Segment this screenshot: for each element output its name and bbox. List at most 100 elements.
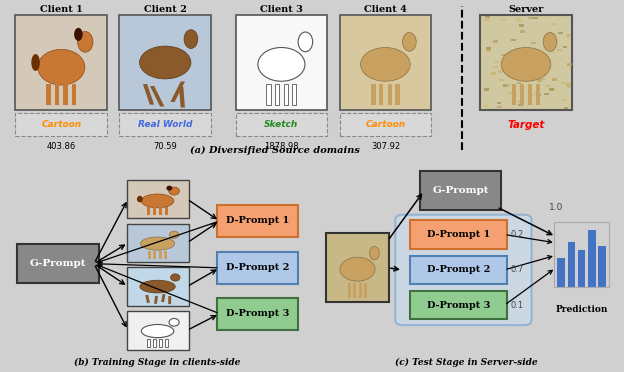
Bar [494, 61, 499, 63]
Bar [159, 251, 162, 259]
Ellipse shape [37, 49, 85, 85]
FancyBboxPatch shape [236, 15, 327, 110]
Bar [552, 78, 557, 81]
Bar [491, 72, 496, 75]
FancyBboxPatch shape [127, 267, 188, 306]
FancyBboxPatch shape [339, 15, 431, 110]
Bar [46, 84, 51, 105]
FancyBboxPatch shape [16, 113, 107, 136]
Bar [517, 20, 522, 22]
Bar [283, 84, 288, 105]
Bar [159, 339, 162, 347]
Bar [485, 16, 490, 19]
Bar [353, 283, 356, 298]
FancyBboxPatch shape [339, 113, 431, 136]
Text: Client 3: Client 3 [260, 5, 303, 14]
Bar [534, 16, 539, 19]
Ellipse shape [501, 48, 551, 81]
Bar [165, 339, 168, 347]
Ellipse shape [140, 46, 191, 79]
Bar [484, 89, 489, 91]
Bar [535, 94, 540, 96]
Bar [147, 339, 150, 347]
Bar [508, 92, 513, 94]
Bar [498, 70, 503, 73]
Bar [494, 40, 499, 42]
Text: Prediction: Prediction [555, 305, 608, 314]
Bar [563, 107, 568, 109]
Bar [520, 84, 524, 105]
Text: G-Prompt: G-Prompt [29, 259, 86, 268]
Text: D-Prompt 2: D-Prompt 2 [226, 263, 289, 272]
Ellipse shape [361, 48, 410, 81]
Text: Client 4: Client 4 [364, 5, 407, 14]
Bar [292, 84, 296, 105]
Text: (b) Training Stage in clients-side: (b) Training Stage in clients-side [74, 357, 241, 367]
Bar [395, 84, 399, 105]
Bar [177, 87, 185, 108]
Bar [598, 246, 606, 286]
Ellipse shape [31, 54, 40, 71]
FancyBboxPatch shape [411, 221, 507, 248]
Bar [557, 259, 565, 286]
Bar [164, 251, 167, 259]
FancyBboxPatch shape [396, 215, 532, 325]
Text: Target: Target [507, 120, 545, 130]
Bar [567, 241, 575, 286]
Bar [517, 81, 522, 84]
Bar [379, 84, 383, 105]
Bar [364, 283, 368, 298]
Bar [528, 84, 532, 105]
FancyBboxPatch shape [217, 252, 298, 284]
Text: D-Prompt 3: D-Prompt 3 [226, 309, 289, 318]
Bar [359, 283, 362, 298]
Ellipse shape [169, 231, 179, 238]
Bar [501, 54, 506, 56]
Bar [149, 86, 164, 106]
Ellipse shape [402, 32, 416, 51]
FancyBboxPatch shape [119, 113, 211, 136]
Bar [565, 83, 570, 86]
Bar [486, 50, 491, 52]
Bar [562, 99, 567, 101]
Bar [554, 222, 608, 286]
Bar [557, 49, 562, 51]
Bar [512, 94, 517, 96]
Bar [55, 84, 59, 105]
FancyBboxPatch shape [16, 15, 107, 110]
Bar [519, 86, 524, 89]
FancyBboxPatch shape [480, 15, 572, 110]
Bar [545, 85, 550, 87]
Bar [549, 89, 554, 91]
Bar [588, 230, 595, 286]
FancyBboxPatch shape [217, 298, 298, 330]
Bar [537, 79, 542, 82]
Bar [561, 81, 566, 84]
Bar [500, 19, 505, 21]
Ellipse shape [340, 257, 375, 281]
Bar [165, 208, 168, 215]
Bar [567, 63, 572, 65]
Bar [145, 295, 150, 303]
Bar [266, 84, 271, 105]
Text: 307.92: 307.92 [371, 142, 400, 151]
Bar [497, 102, 502, 104]
Bar [562, 46, 567, 48]
Bar [499, 78, 504, 81]
Bar [505, 68, 509, 71]
Bar [525, 58, 530, 60]
Bar [544, 93, 549, 96]
Bar [348, 283, 351, 298]
FancyBboxPatch shape [127, 180, 188, 218]
Bar [567, 85, 572, 87]
Bar [159, 208, 162, 215]
Bar [148, 251, 151, 259]
Text: Client 1: Client 1 [40, 5, 82, 14]
Ellipse shape [543, 32, 557, 51]
Text: Cartoon: Cartoon [365, 120, 406, 129]
Bar [511, 39, 516, 41]
Bar [147, 208, 150, 215]
Bar [578, 250, 585, 286]
Ellipse shape [141, 324, 174, 338]
Ellipse shape [167, 186, 172, 191]
